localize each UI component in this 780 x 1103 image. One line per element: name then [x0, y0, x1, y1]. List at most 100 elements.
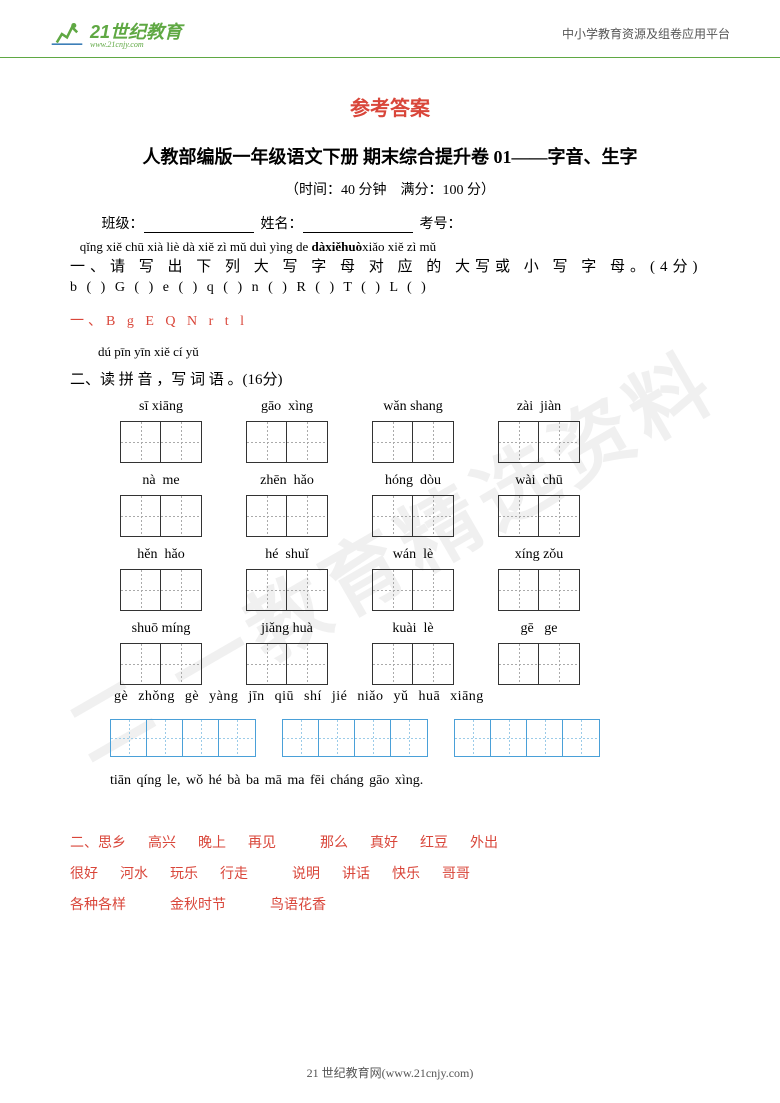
- tianzige[interactable]: [120, 643, 202, 685]
- cell-pinyin: xíng zǒu: [515, 547, 564, 563]
- answer-word: 很好: [70, 860, 98, 891]
- grid-cell: zài jiàn: [498, 399, 580, 463]
- answer-word: 鸟语花香: [270, 891, 326, 922]
- cell-pinyin: zài jiàn: [517, 399, 561, 415]
- answer-word: 高兴: [148, 829, 176, 860]
- answer-word: 河水: [120, 860, 148, 891]
- grid-cell: shuō míng: [120, 621, 202, 685]
- answer-word: 红豆: [420, 829, 448, 860]
- logo: 21世纪教育 www.21cnjy.com: [50, 18, 182, 49]
- grid-cell: xíng zǒu: [498, 547, 580, 611]
- cell-pinyin: jiǎng huà: [261, 621, 313, 637]
- runner-icon: [50, 20, 84, 48]
- answer-word: 说明: [292, 860, 320, 891]
- answer-title: 参考答案: [70, 92, 710, 121]
- page-header: 21世纪教育 www.21cnjy.com 中小学教育资源及组卷应用平台: [0, 0, 780, 58]
- grid-row: sī xiāng gāo xìng wǎn shang zài jiàn: [120, 399, 710, 463]
- answer-line: 二、思乡高兴晚上再见 那么真好红豆外出: [70, 829, 710, 860]
- class-label: 班级：: [102, 217, 144, 232]
- grid-rows: sī xiāng gāo xìng wǎn shang zài jiàn nà me zh…: [70, 399, 710, 685]
- long-grid-3[interactable]: [454, 719, 600, 757]
- cell-pinyin: hé shuǐ: [265, 547, 309, 563]
- q2-hanzi-head: 二、读 拼 音 ，写 词 语 。(16分): [70, 368, 710, 389]
- student-info-line: 班级： 姓名： 考号：: [70, 213, 710, 233]
- tianzige[interactable]: [372, 643, 454, 685]
- grid-cell: sī xiāng: [120, 399, 202, 463]
- answer-word: 金秋时节: [170, 891, 226, 922]
- cell-pinyin: wài chū: [515, 473, 562, 489]
- tianzige[interactable]: [120, 569, 202, 611]
- answer-word: 各种各样: [70, 891, 126, 922]
- grid-cell: gē ge: [498, 621, 580, 685]
- tianzige[interactable]: [498, 495, 580, 537]
- grid-cell: kuài lè: [372, 621, 454, 685]
- header-right-text: 中小学教育资源及组卷应用平台: [562, 25, 730, 42]
- tianzige[interactable]: [246, 643, 328, 685]
- name-label: 姓名：: [261, 217, 303, 232]
- cell-pinyin: nà me: [142, 473, 179, 489]
- long-pinyin: gè zhǒng gè yàng jīn qiū shí jié niǎo yǔ…: [114, 689, 710, 705]
- cell-pinyin: wǎn shang: [383, 399, 443, 415]
- grid-cell: zhēn hǎo: [246, 473, 328, 537]
- page-footer: 21 世纪教育网(www.21cnjy.com): [0, 1064, 780, 1081]
- tianzige[interactable]: [498, 421, 580, 463]
- id-label: 考号：: [420, 217, 462, 232]
- tianzige[interactable]: [372, 495, 454, 537]
- cell-pinyin: zhēn hǎo: [260, 473, 314, 489]
- answer-line: 各种各样 金秋时节 鸟语花香: [70, 891, 710, 922]
- grid-cell: wài chū: [498, 473, 580, 537]
- grid-cell: hěn hǎo: [120, 547, 202, 611]
- grid-row: nà me zhēn hǎo hóng dòu wài chū: [120, 473, 710, 537]
- cell-pinyin: hěn hǎo: [137, 547, 184, 563]
- class-input[interactable]: [144, 219, 254, 233]
- grid-row: hěn hǎo hé shuǐ wán lè xíng zǒu: [120, 547, 710, 611]
- long-row: [110, 719, 710, 757]
- cell-pinyin: gāo xìng: [261, 399, 313, 415]
- q1-hanzi: 一、请 写 出 下 列 大 写 字 母 对 应 的 大写或 小 写 字 母。(4…: [70, 255, 710, 276]
- grid-cell: hé shuǐ: [246, 547, 328, 611]
- name-input[interactable]: [303, 219, 413, 233]
- main-title: 人教部编版一年级语文下册 期末综合提升卷 01——字音、生字: [70, 143, 710, 169]
- grid-cell: gāo xìng: [246, 399, 328, 463]
- grid-cell: hóng dòu: [372, 473, 454, 537]
- grid-cell: wán lè: [372, 547, 454, 611]
- answer-word: 外出: [470, 829, 498, 860]
- meta-line: （时间：40 分钟 满分：100 分）: [70, 179, 710, 199]
- q2-pinyin-head: dú pīn yīn xiě cí yǔ: [98, 344, 710, 360]
- answer-word: 晚上: [198, 829, 226, 860]
- answer-word: 那么: [320, 829, 348, 860]
- tianzige[interactable]: [372, 569, 454, 611]
- grid-cell: jiǎng huà: [246, 621, 328, 685]
- cell-pinyin: shuō míng: [132, 621, 191, 637]
- answer-word: 讲话: [342, 860, 370, 891]
- tianzige[interactable]: [498, 643, 580, 685]
- answer-word: 玩乐: [170, 860, 198, 891]
- tianzige[interactable]: [120, 495, 202, 537]
- cell-pinyin: sī xiāng: [139, 399, 183, 415]
- grid-cell: wǎn shang: [372, 399, 454, 463]
- long-grid-2[interactable]: [282, 719, 428, 757]
- tianzige[interactable]: [246, 421, 328, 463]
- cell-pinyin: gē ge: [521, 621, 558, 637]
- sentence-pinyin: tiān qíng le, wǒ hé bà ba mā ma fēi chán…: [110, 773, 710, 789]
- answer-word: 再见: [248, 829, 276, 860]
- cell-pinyin: kuài lè: [392, 621, 433, 637]
- tianzige[interactable]: [246, 569, 328, 611]
- answer-word: 真好: [370, 829, 398, 860]
- content: 参考答案 人教部编版一年级语文下册 期末综合提升卷 01——字音、生字 （时间：…: [0, 58, 780, 921]
- q1-pinyin: qǐng xiě chū xià liè dà xiě zì mǔ duì yì…: [70, 239, 710, 255]
- q1-letters: b ( ) G ( ) e ( ) q ( ) n ( ) R ( ) T ( …: [70, 280, 710, 296]
- tianzige[interactable]: [246, 495, 328, 537]
- cell-pinyin: wán lè: [393, 547, 433, 563]
- q1-answer: 一、B g E Q N r t l: [70, 310, 710, 330]
- tianzige[interactable]: [120, 421, 202, 463]
- answer-line: 很好河水玩乐行走说明讲话快乐哥哥: [70, 860, 710, 891]
- grid-cell: nà me: [120, 473, 202, 537]
- answer-word: 快乐: [392, 860, 420, 891]
- answer-word: 二、思乡: [70, 829, 126, 860]
- answer-word: 行走: [220, 860, 248, 891]
- cell-pinyin: hóng dòu: [385, 473, 441, 489]
- tianzige[interactable]: [372, 421, 454, 463]
- long-grid-1[interactable]: [110, 719, 256, 757]
- tianzige[interactable]: [498, 569, 580, 611]
